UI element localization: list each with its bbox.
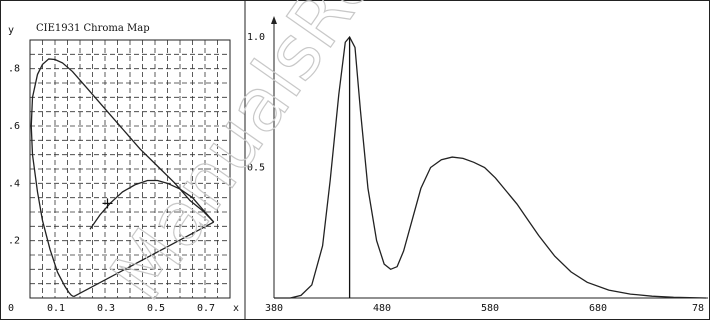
- purple-line: [73, 221, 215, 298]
- spectrum-y-axis-arrow: [271, 16, 277, 24]
- spectrum-curves: [274, 35, 707, 299]
- spectral-locus-line: [30, 58, 215, 298]
- planckian-locus-line: [89, 179, 215, 230]
- cie-grid: [30, 40, 230, 298]
- cie-y-tick-label: .4: [8, 178, 20, 189]
- spectrum-tick-labels: 380 480 580 680 78 0.5 1.0: [247, 32, 704, 314]
- spectrum-x-tick-label: 78: [692, 303, 704, 314]
- cie-x-tick-label: 0.7: [197, 303, 215, 314]
- spectrum-series-line: [274, 35, 707, 299]
- cie-chroma-map: CIE1931 Chroma Map y x 0 0.1 0.3 0.5 0.7 .2 .4…: [8, 23, 239, 314]
- spectrum-x-tick-label: 480: [373, 303, 391, 314]
- watermark-text: ManualsRegistere: [94, 0, 541, 315]
- cie-x-tick-label: 0.3: [97, 303, 115, 314]
- cie-y-tick-label: .8: [8, 64, 20, 75]
- cie-tick-labels: 0 0.1 0.3 0.5 0.7 .2 .4 .6 .8: [8, 64, 215, 314]
- cie-y-tick-label: .6: [8, 121, 20, 132]
- cie-curves: [30, 58, 215, 298]
- cie-x-tick-label: 0.1: [47, 303, 65, 314]
- cie-title: CIE1931 Chroma Map: [36, 23, 150, 34]
- cie-y-tick-label: .2: [8, 236, 20, 247]
- cie-y-axis-label: y: [8, 25, 14, 36]
- spectrum-chart: 380 480 580 680 78 0.5 1.0: [247, 16, 708, 314]
- cie-x-axis-label: x: [233, 303, 239, 314]
- spectrum-x-tick-label: 380: [265, 303, 283, 314]
- spectrum-y-tick-label: 1.0: [247, 32, 265, 43]
- cie-x-tick-label: 0.5: [147, 303, 165, 314]
- spectrum-y-tick-label: 0.5: [247, 163, 265, 174]
- spectrum-x-tick-label: 680: [589, 303, 607, 314]
- spectrum-x-tick-label: 580: [481, 303, 499, 314]
- cie-x-tick-label: 0: [8, 303, 14, 314]
